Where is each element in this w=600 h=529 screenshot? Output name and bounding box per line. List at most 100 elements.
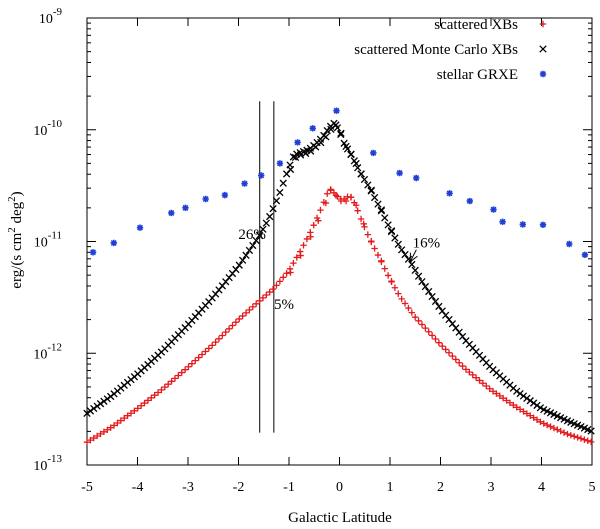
- data-point: [527, 412, 534, 419]
- data-point: [246, 306, 253, 314]
- data-point: [168, 209, 175, 217]
- data-point: [431, 297, 440, 306]
- legend-marker-stellar-grxe: [539, 70, 547, 78]
- data-point: [421, 282, 430, 291]
- x-tick-label: 0: [336, 480, 343, 495]
- data-point: [560, 429, 568, 436]
- data-point: [533, 401, 541, 410]
- data-point: [259, 225, 267, 233]
- data-point: [263, 291, 270, 299]
- data-point: [198, 351, 206, 358]
- data-point: [252, 236, 260, 245]
- data-point: [297, 252, 304, 259]
- data-point: [536, 404, 545, 412]
- annotation-5-percent: 5%: [274, 297, 294, 313]
- y-tick-label: 10-13: [33, 453, 62, 474]
- data-point: [533, 416, 541, 423]
- data-point: [296, 151, 305, 159]
- data-point: [131, 407, 138, 415]
- data-point: [301, 149, 310, 158]
- data-point: [205, 345, 213, 352]
- data-point: [269, 205, 277, 213]
- x-tick-label: -1: [283, 480, 295, 495]
- data-point: [202, 348, 209, 355]
- data-point: [252, 300, 260, 308]
- data-point: [384, 221, 392, 229]
- data-point: [557, 427, 564, 435]
- data-point: [272, 197, 281, 205]
- data-point: [192, 357, 199, 364]
- data-point: [317, 138, 325, 147]
- x-axis-title: Galactic Latitude: [288, 510, 392, 526]
- data-point: [581, 251, 589, 259]
- data-point: [381, 214, 389, 222]
- data-point: [357, 215, 365, 223]
- data-point: [516, 406, 524, 413]
- data-point: [364, 181, 372, 189]
- data-point: [520, 408, 527, 415]
- data-point: [242, 309, 250, 317]
- y-axis-title: erg/(s cm2 deg2): [6, 191, 25, 288]
- data-point: [408, 260, 416, 269]
- data-point: [577, 435, 585, 442]
- data-point: [87, 436, 94, 444]
- data-point: [136, 224, 144, 231]
- y-tick-label: 10-11: [34, 230, 62, 251]
- x-tick-label: 5: [589, 480, 596, 495]
- data-point: [127, 410, 135, 417]
- data-point: [398, 246, 406, 254]
- data-point: [291, 153, 300, 162]
- x-tick-label: -4: [132, 480, 144, 495]
- data-point: [435, 302, 443, 311]
- data-point: [540, 420, 547, 427]
- data-point: [307, 233, 314, 240]
- data-point: [571, 433, 578, 440]
- data-point: [413, 174, 420, 182]
- data-point: [526, 397, 534, 405]
- data-point: [110, 422, 118, 429]
- data-point: [208, 342, 216, 349]
- y-tick-label: 10-12: [33, 341, 62, 362]
- data-point: [245, 246, 254, 255]
- data-point: [222, 328, 229, 336]
- data-point: [242, 251, 250, 259]
- data-point: [97, 430, 104, 438]
- y-tick-label: 10-9: [39, 6, 63, 27]
- data-point: [269, 285, 277, 293]
- data-point: [309, 125, 316, 132]
- data-point: [537, 418, 544, 426]
- data-point: [141, 399, 148, 407]
- data-point: [100, 397, 108, 405]
- data-point: [202, 195, 209, 203]
- annotation-arrow-line: [409, 249, 417, 262]
- data-point: [158, 386, 165, 394]
- y-tick-labels: 10-13 10-12 10-11 10-10 10-9: [33, 6, 62, 474]
- series-layer: [83, 107, 595, 446]
- data-point: [287, 269, 294, 276]
- x-tick-label: -3: [182, 480, 194, 495]
- data-point: [175, 372, 182, 379]
- data-point: [221, 191, 229, 199]
- data-point: [472, 374, 480, 381]
- data-point: [360, 220, 367, 228]
- data-point: [584, 437, 591, 444]
- data-point: [564, 430, 571, 438]
- axis-ticks: [86, 17, 593, 466]
- data-point: [286, 165, 295, 174]
- data-point: [100, 428, 108, 436]
- data-point: [547, 423, 554, 430]
- data-point: [259, 294, 267, 302]
- data-point: [114, 419, 121, 427]
- data-point: [239, 312, 246, 320]
- data-point: [315, 217, 322, 224]
- data-point: [342, 142, 350, 151]
- data-point: [394, 240, 402, 248]
- data-point: [219, 332, 226, 339]
- data-point: [368, 237, 375, 245]
- data-point: [161, 383, 169, 391]
- x-tick-label: 2: [437, 480, 444, 495]
- data-point: [378, 257, 385, 265]
- annotations: 26% 5% 16%: [238, 227, 440, 313]
- data-point: [483, 382, 490, 390]
- data-point: [415, 317, 422, 325]
